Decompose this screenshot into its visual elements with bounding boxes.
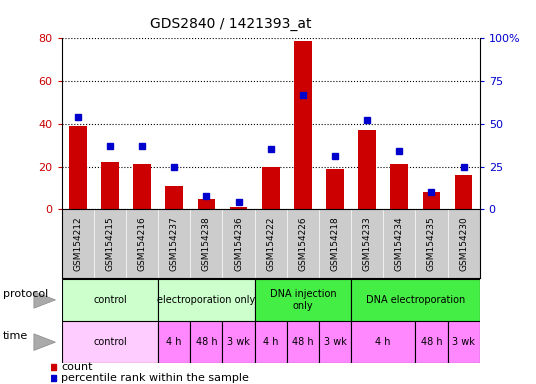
Text: control: control	[93, 337, 126, 347]
Text: GSM154216: GSM154216	[138, 217, 146, 271]
Bar	[62, 279, 158, 321]
Text: control: control	[93, 295, 126, 305]
Text: GSM154230: GSM154230	[459, 217, 468, 271]
Text: GSM154222: GSM154222	[266, 217, 275, 271]
Text: GSM154212: GSM154212	[73, 217, 82, 271]
Text: 3 wk: 3 wk	[324, 337, 346, 347]
Bar	[423, 192, 441, 209]
Text: GSM154218: GSM154218	[331, 217, 339, 271]
Text: GSM154238: GSM154238	[202, 217, 211, 271]
Bar	[359, 130, 376, 209]
Bar	[255, 279, 351, 321]
Text: 48 h: 48 h	[196, 337, 217, 347]
Text: DNA injection
only: DNA injection only	[270, 289, 336, 311]
Text: 4 h: 4 h	[263, 337, 278, 347]
Bar	[133, 164, 151, 209]
Text: GSM154235: GSM154235	[427, 217, 436, 271]
Bar	[294, 41, 311, 209]
Text: DNA electroporation: DNA electroporation	[366, 295, 465, 305]
Bar	[101, 162, 119, 209]
Text: protocol: protocol	[3, 289, 48, 299]
Bar	[455, 175, 473, 209]
Text: percentile rank within the sample: percentile rank within the sample	[61, 373, 249, 383]
Bar	[255, 321, 287, 363]
Bar	[165, 186, 183, 209]
Bar	[448, 321, 480, 363]
Text: 4 h: 4 h	[167, 337, 182, 347]
Bar	[190, 321, 222, 363]
Bar	[158, 321, 190, 363]
Text: GSM154234: GSM154234	[395, 217, 404, 271]
Polygon shape	[34, 334, 56, 351]
Bar	[319, 321, 351, 363]
Bar	[415, 321, 448, 363]
Polygon shape	[34, 291, 56, 308]
Text: GSM154233: GSM154233	[363, 217, 371, 271]
Text: 48 h: 48 h	[292, 337, 314, 347]
Text: 3 wk: 3 wk	[452, 337, 475, 347]
Bar	[222, 321, 255, 363]
Text: time: time	[3, 331, 28, 341]
Text: 4 h: 4 h	[376, 337, 391, 347]
Text: electroporation only: electroporation only	[157, 295, 256, 305]
Text: 48 h: 48 h	[421, 337, 442, 347]
Text: GSM154215: GSM154215	[106, 217, 114, 271]
Text: count: count	[61, 361, 93, 371]
Text: GSM154236: GSM154236	[234, 217, 243, 271]
Bar	[69, 126, 87, 209]
Bar	[390, 164, 408, 209]
Bar	[158, 279, 255, 321]
Bar	[230, 207, 248, 209]
Text: GSM154226: GSM154226	[299, 217, 307, 271]
Bar	[351, 321, 415, 363]
Text: GDS2840 / 1421393_at: GDS2840 / 1421393_at	[150, 17, 311, 31]
Bar	[326, 169, 344, 209]
Bar	[262, 167, 280, 209]
Bar	[351, 279, 480, 321]
Text: GSM154237: GSM154237	[170, 217, 178, 271]
Bar	[198, 199, 215, 209]
Bar	[287, 321, 319, 363]
Text: 3 wk: 3 wk	[227, 337, 250, 347]
Bar	[62, 321, 158, 363]
